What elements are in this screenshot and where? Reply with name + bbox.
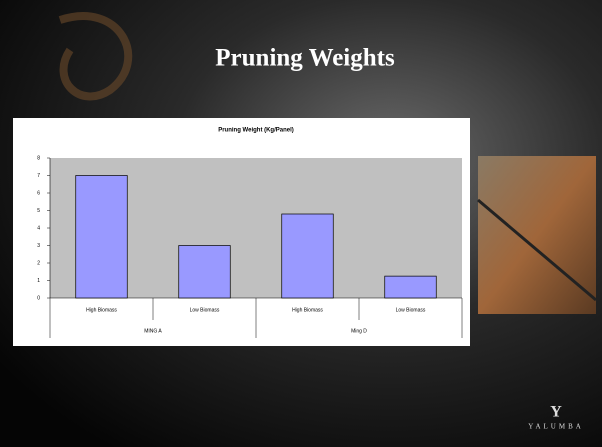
bar xyxy=(384,275,437,299)
chart-title: Pruning Weight (Kg/Panel) xyxy=(218,128,294,134)
y-tick-label: 8 xyxy=(37,155,40,161)
logo: YALUMBA xyxy=(528,423,584,431)
logo-mark: Y xyxy=(550,404,562,421)
y-tick-label: 0 xyxy=(37,295,40,301)
photo-detail xyxy=(477,198,597,302)
y-tick-label: 1 xyxy=(37,278,40,284)
group-label: Ming D xyxy=(351,328,367,334)
slide-title: Pruning Weights xyxy=(215,45,395,72)
y-tick-label: 5 xyxy=(37,208,40,214)
x-tick-label: High Biomass xyxy=(292,307,323,313)
y-tick-label: 4 xyxy=(37,225,40,231)
decoration xyxy=(58,12,133,101)
bar xyxy=(281,213,334,299)
photo xyxy=(478,156,596,314)
bar xyxy=(75,175,128,299)
y-tick-label: 3 xyxy=(37,243,40,249)
bar xyxy=(178,245,231,299)
x-tick-label: Low Biomass xyxy=(396,307,426,313)
x-tick-label: Low Biomass xyxy=(190,307,220,313)
x-tick-label: High Biomass xyxy=(86,307,117,313)
y-tick-label: 6 xyxy=(37,190,40,196)
group-label: MING A xyxy=(144,328,162,334)
y-tick-label: 7 xyxy=(37,173,40,179)
y-tick-label: 2 xyxy=(37,260,40,266)
